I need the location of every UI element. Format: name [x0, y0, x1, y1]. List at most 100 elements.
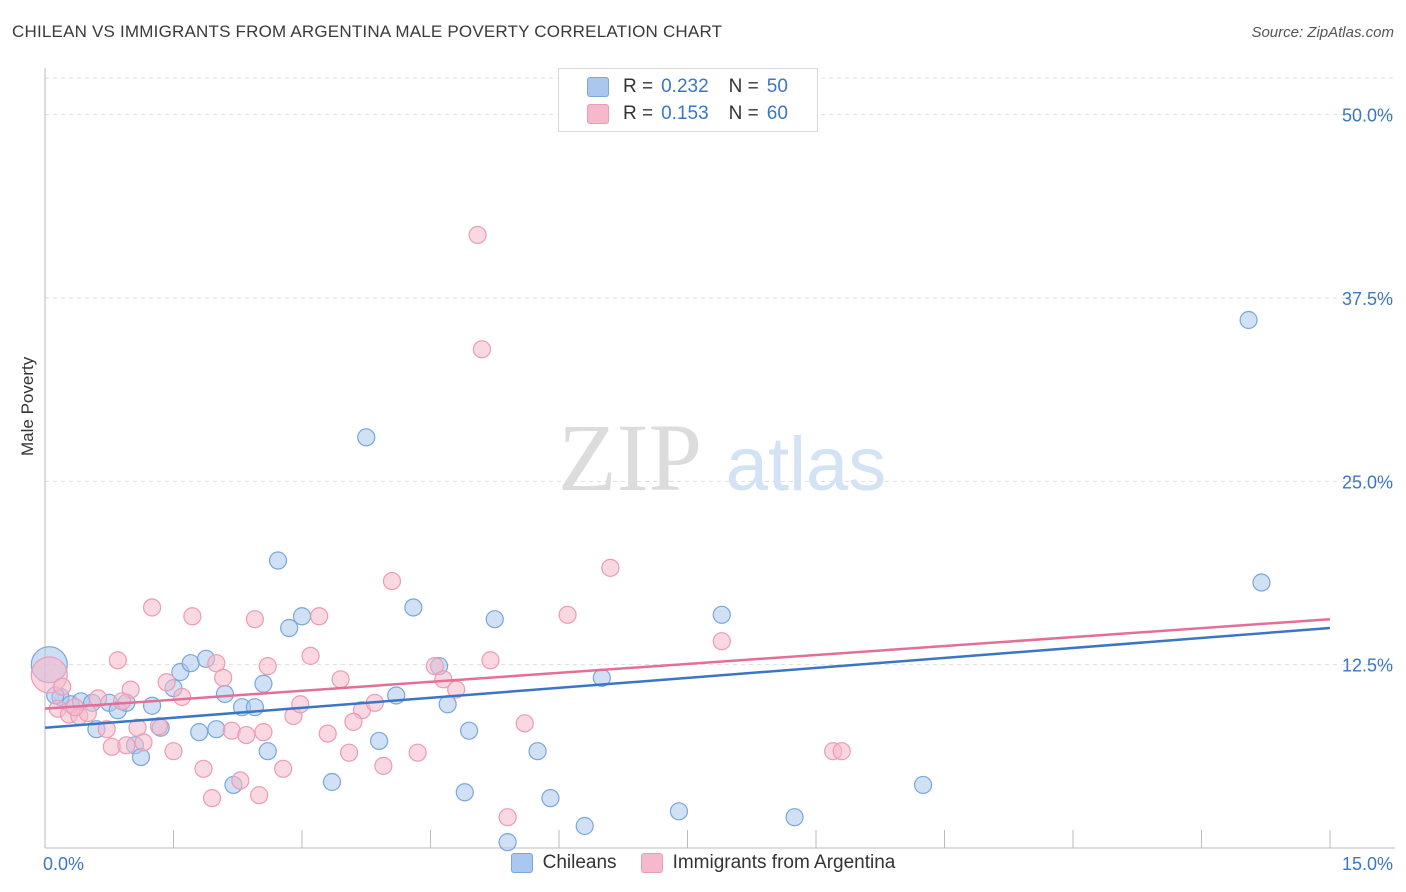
- point-argentina: [214, 668, 233, 687]
- legend-swatch-pink: [587, 104, 609, 124]
- point-chileans: [485, 610, 504, 629]
- point-chileans: [280, 618, 299, 638]
- point-argentina: [117, 736, 136, 755]
- point-argentina: [318, 724, 337, 743]
- point-chileans: [1239, 310, 1258, 330]
- point-chileans: [528, 742, 547, 761]
- legend-n-value: 50: [766, 76, 788, 97]
- point-chileans: [785, 808, 804, 827]
- point-chileans: [1252, 573, 1271, 592]
- point-chileans: [181, 654, 200, 673]
- point-argentina: [207, 654, 226, 673]
- point-argentina: [157, 673, 176, 692]
- legend-r-value: 0.153: [661, 103, 709, 124]
- point-argentina: [97, 720, 116, 739]
- series-legend: Chileans Immigrants from Argentina: [0, 852, 1406, 874]
- point-argentina: [425, 657, 444, 676]
- x-tick-label: 15.0%: [1342, 854, 1393, 874]
- point-argentina: [108, 651, 127, 670]
- point-chileans: [370, 731, 389, 751]
- legend-label-argentina: Immigrants from Argentina: [672, 852, 896, 873]
- trend-line-chileans: [44, 626, 1331, 729]
- point-chileans: [207, 720, 226, 739]
- point-argentina: [134, 733, 153, 752]
- x-tick-label: 0.0%: [43, 854, 84, 874]
- legend-swatch-blue: [587, 77, 609, 97]
- point-argentina: [374, 756, 393, 775]
- point-chileans: [438, 695, 457, 714]
- point-argentina: [601, 558, 620, 577]
- point-chileans: [254, 674, 273, 693]
- trend-line-argentina: [44, 617, 1331, 710]
- legend-row-chileans: R = 0.232 N = 50: [587, 75, 788, 99]
- legend-item-argentina[interactable]: Immigrants from Argentina: [640, 852, 896, 874]
- point-chileans: [712, 605, 731, 624]
- y-tick-label: 12.5%: [1342, 656, 1393, 676]
- point-argentina: [258, 657, 277, 676]
- point-argentina: [408, 743, 427, 762]
- point-argentina: [344, 712, 363, 731]
- legend-r-label: R =: [623, 103, 654, 124]
- point-chileans: [215, 684, 234, 704]
- watermark-zip: ZIP: [558, 404, 702, 511]
- point-chileans: [575, 816, 594, 836]
- legend-r-value: 0.232: [661, 76, 709, 97]
- point-argentina: [237, 725, 256, 745]
- series-chileans-points: [30, 310, 1271, 852]
- y-tick-label: 50.0%: [1342, 106, 1393, 126]
- point-argentina: [172, 687, 192, 707]
- point-chileans: [669, 802, 689, 821]
- point-argentina: [250, 786, 269, 805]
- point-chileans: [322, 772, 342, 792]
- y-tick-label: 37.5%: [1342, 289, 1393, 309]
- legend-label-chileans: Chileans: [542, 852, 617, 873]
- series-argentina-points: [30, 225, 851, 827]
- point-argentina: [558, 605, 577, 624]
- point-argentina: [515, 714, 534, 733]
- point-chileans: [498, 833, 517, 852]
- legend-n-label: N =: [728, 76, 759, 97]
- point-argentina: [202, 789, 222, 808]
- point-argentina: [310, 607, 329, 626]
- point-argentina: [53, 677, 72, 696]
- point-chileans: [190, 723, 209, 742]
- legend-n-label: N =: [728, 103, 759, 124]
- legend-item-chileans[interactable]: Chileans: [510, 852, 617, 874]
- point-chileans: [541, 789, 560, 808]
- point-argentina: [291, 695, 310, 714]
- point-argentina: [194, 759, 213, 778]
- point-argentina: [274, 759, 293, 778]
- point-chileans: [455, 783, 474, 802]
- chart-title: CHILEAN VS IMMIGRANTS FROM ARGENTINA MAL…: [12, 22, 723, 41]
- point-argentina: [712, 632, 731, 651]
- point-argentina: [498, 808, 517, 827]
- point-argentina: [472, 340, 491, 359]
- y-tick-label: 25.0%: [1342, 472, 1393, 492]
- legend-swatch-pink: [640, 853, 663, 873]
- point-argentina: [164, 742, 183, 761]
- point-chileans: [258, 742, 277, 761]
- point-chileans: [459, 721, 479, 740]
- correlation-legend: R = 0.232 N = 50 R = 0.153 N = 60: [558, 68, 818, 132]
- point-argentina: [245, 610, 264, 629]
- legend-row-argentina: R = 0.153 N = 60: [587, 102, 788, 126]
- point-argentina: [89, 689, 108, 708]
- point-argentina: [382, 571, 402, 591]
- point-argentina: [254, 723, 273, 742]
- point-argentina: [481, 651, 500, 670]
- point-argentina: [183, 607, 202, 626]
- axes: [44, 68, 1395, 849]
- point-chileans: [268, 551, 288, 570]
- point-chileans: [913, 775, 933, 795]
- point-chileans: [357, 428, 376, 447]
- point-argentina: [468, 225, 487, 245]
- point-argentina: [832, 742, 851, 761]
- point-argentina: [231, 771, 250, 790]
- point-argentina: [331, 670, 350, 689]
- point-chileans: [292, 607, 312, 626]
- watermark-atlas: atlas: [726, 422, 887, 507]
- tick-labels: 12.5% 25.0% 37.5% 50.0% 0.0% 15.0%: [43, 106, 1393, 874]
- grid-lines: [45, 77, 1395, 666]
- legend-swatch-blue: [510, 853, 533, 873]
